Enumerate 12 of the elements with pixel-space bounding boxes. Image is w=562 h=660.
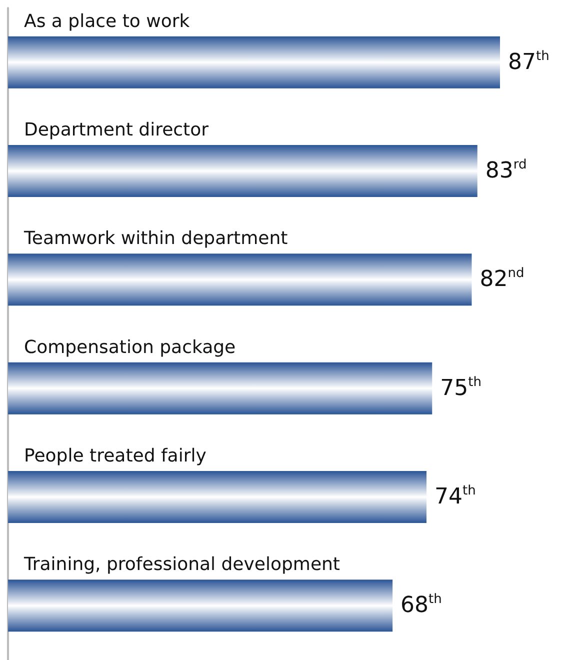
bar xyxy=(8,362,432,414)
y-tick-label: As a place to work xyxy=(24,10,190,32)
bar xyxy=(8,254,472,306)
bar xyxy=(8,580,393,632)
bar xyxy=(8,145,478,197)
y-tick-label: Teamwork within department xyxy=(23,228,288,250)
y-tick-label: People treated fairly xyxy=(24,446,207,466)
bar xyxy=(8,36,500,88)
y-tick-label: Compensation package xyxy=(24,336,236,358)
y-tick-label: Training, professional development xyxy=(23,554,340,576)
bar xyxy=(8,471,426,523)
y-tick-label: Department director xyxy=(24,120,210,140)
